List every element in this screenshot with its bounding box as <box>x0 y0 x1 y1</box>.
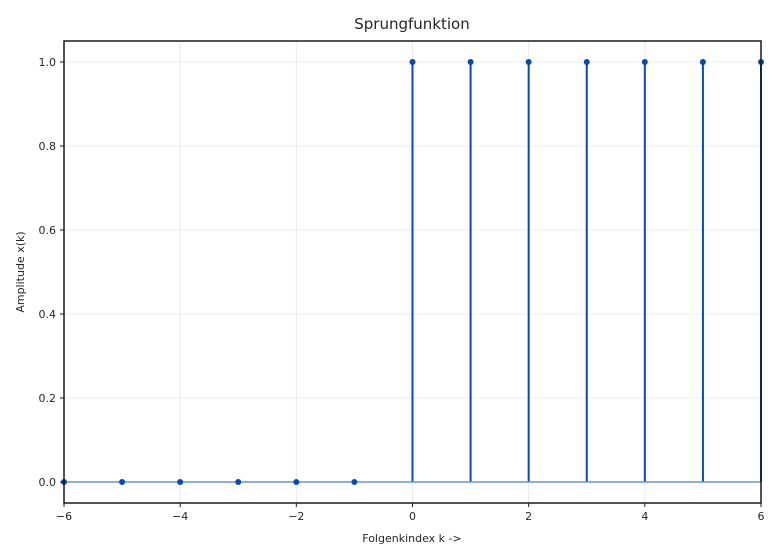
stem-marker <box>351 479 358 485</box>
x-axis-label: Folgenkindex k -> <box>362 532 461 545</box>
stem-marker <box>467 59 474 65</box>
x-tick-label: −2 <box>288 510 304 523</box>
stem-marker <box>409 59 416 65</box>
y-tick-label: 0.2 <box>39 392 57 405</box>
x-tick-label: −4 <box>172 510 188 523</box>
markers <box>61 59 764 485</box>
y-tick-label: 0.4 <box>39 308 57 321</box>
stem-marker <box>583 59 590 65</box>
x-tick-label: 2 <box>525 510 532 523</box>
stems <box>411 62 762 482</box>
y-tick-label: 0.0 <box>39 476 57 489</box>
x-tick-label: 0 <box>409 510 416 523</box>
stem-marker <box>641 59 648 65</box>
stem-marker <box>525 59 532 65</box>
y-tick-label: 0.8 <box>39 140 57 153</box>
chart-title: Sprungfunktion <box>354 15 469 33</box>
y-tick-label: 0.6 <box>39 224 57 237</box>
stem-marker <box>119 479 126 485</box>
y-axis-ticks: 0.0 0.2 0.4 0.6 0.8 1.0 <box>39 56 64 489</box>
y-tick-label: 1.0 <box>39 56 57 69</box>
y-axis-label: Amplitude x(k) <box>14 231 27 312</box>
x-axis-ticks: −6 −4 −2 0 2 4 6 <box>56 503 765 523</box>
stem-marker <box>699 59 706 65</box>
stem-marker <box>177 479 184 485</box>
x-tick-label: −6 <box>56 510 72 523</box>
stem-marker <box>235 479 242 485</box>
x-tick-label: 4 <box>641 510 648 523</box>
x-tick-label: 6 <box>758 510 765 523</box>
stem-marker <box>293 479 300 485</box>
